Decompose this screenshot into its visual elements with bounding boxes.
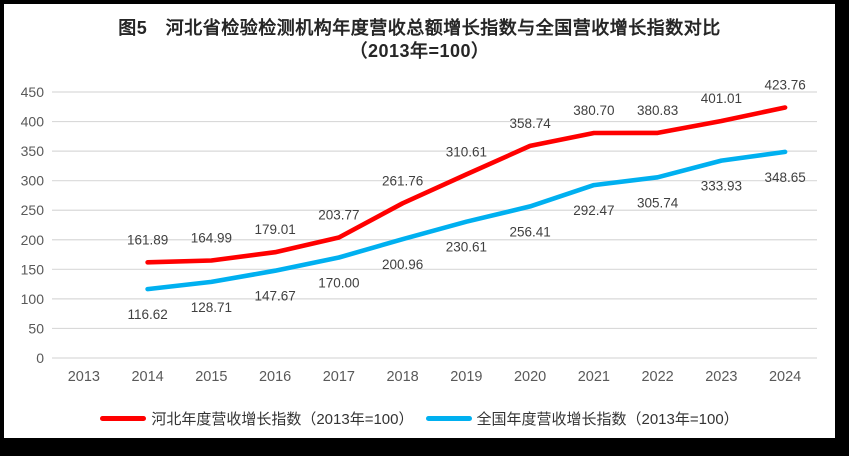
hebei-data-label: 380.70: [573, 103, 614, 118]
legend-item-national: 全国年度营收增长指数（2013年=100）: [425, 408, 739, 429]
y-tick-label: 450: [21, 84, 45, 100]
national-series-label: 全国年度营收增长指数（2013年=100）: [476, 411, 739, 428]
x-tick-label: 2023: [705, 369, 737, 385]
hebei-data-label: 161.89: [127, 232, 168, 247]
hebei-data-label: 358.74: [509, 116, 551, 131]
chart-title-line2: （2013年=100）: [349, 41, 490, 61]
x-tick-label: 2014: [131, 369, 163, 385]
y-tick-label: 250: [21, 202, 45, 218]
legend-item-hebei: 河北年度营收增长指数（2013年=100）: [100, 408, 414, 429]
x-tick-label: 2015: [195, 369, 227, 385]
hebei-data-label: 423.76: [764, 78, 805, 93]
national-data-label: 170.00: [318, 276, 359, 291]
national-data-label: 305.74: [637, 195, 679, 210]
y-tick-label: 200: [21, 232, 45, 248]
national-line: [145, 149, 788, 292]
chart-frame: 图5 河北省检验检测机构年度营收总额增长指数与全国营收增长指数对比 （2013年…: [4, 4, 835, 438]
hebei-series-swatch-icon: [100, 416, 147, 421]
y-tick-label: 100: [21, 291, 45, 307]
hebei-series-label: 河北年度营收增长指数（2013年=100）: [151, 411, 414, 428]
x-tick-label: 2019: [450, 369, 482, 385]
national-data-label: 230.61: [446, 240, 487, 255]
chart-title-line1: 图5 河北省检验检测机构年度营收总额增长指数与全国营收增长指数对比: [118, 18, 721, 38]
y-tick-label: 150: [21, 261, 45, 277]
national-data-label: 128.71: [191, 300, 232, 315]
plot-area: 0 50 100 150 200 250 300 350 400 450 2013 2014 2015 2…: [21, 78, 817, 385]
national-data-label: 333.93: [701, 179, 742, 194]
chart-title: 图5 河北省检验检测机构年度营收总额增长指数与全国营收增长指数对比 （2013年…: [4, 17, 835, 63]
y-tick-label: 0: [36, 350, 44, 366]
hebei-line: [145, 105, 788, 265]
hebei-data-label: 310.61: [446, 144, 487, 159]
hebei-data-label: 380.83: [637, 103, 678, 118]
x-tick-label: 2022: [641, 369, 673, 385]
y-tick-label: 50: [28, 320, 44, 336]
x-tick-label: 2016: [259, 369, 291, 385]
hebei-data-label: 261.76: [382, 173, 423, 188]
national-data-label: 256.41: [509, 224, 550, 239]
hebei-data-label: 164.99: [191, 230, 232, 245]
y-tick-label: 400: [21, 114, 45, 130]
national-series-swatch-icon: [425, 416, 472, 421]
y-tick-label: 300: [21, 173, 45, 189]
national-data-label: 200.96: [382, 257, 423, 272]
y-tick-label: 350: [21, 143, 45, 159]
x-tick-label: 2017: [323, 369, 355, 385]
x-tick-label: 2018: [386, 369, 418, 385]
national-data-label: 292.47: [573, 203, 614, 218]
hebei-data-label: 179.01: [254, 222, 295, 237]
national-data-label: 147.67: [254, 289, 295, 304]
national-data-label: 116.62: [127, 307, 167, 322]
national-data-label: 348.65: [764, 170, 805, 185]
x-tick-label: 2021: [578, 369, 610, 385]
hebei-data-label: 401.01: [701, 91, 742, 106]
x-tick-label: 2020: [514, 369, 546, 385]
x-tick-label: 2024: [769, 369, 801, 385]
legend: 河北年度营收增长指数（2013年=100） 全国年度营收增长指数（2013年=1…: [4, 408, 835, 429]
hebei-data-label: 203.77: [318, 208, 359, 223]
x-tick-label: 2013: [68, 369, 100, 385]
